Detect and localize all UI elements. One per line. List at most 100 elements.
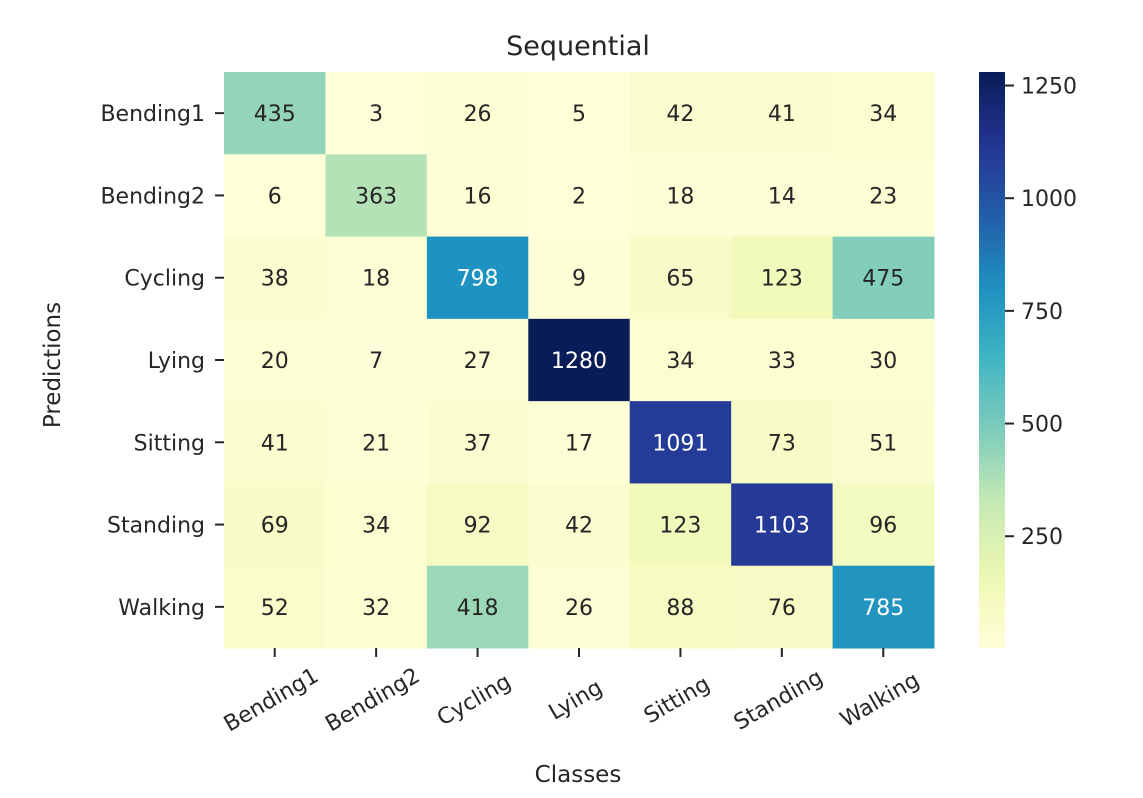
y-tick-label: Walking [118, 596, 205, 621]
cell-value-label: 475 [862, 267, 904, 292]
cell-value-label: 32 [362, 596, 390, 621]
cell-value-label: 73 [768, 431, 796, 456]
x-tick-label: Cycling [433, 669, 515, 731]
cell-value-label: 363 [355, 184, 397, 209]
cell-value-label: 418 [457, 596, 499, 621]
heatmap-cell [224, 72, 326, 155]
colorbar-gradient [979, 72, 1005, 648]
cell-value-label: 2 [572, 184, 586, 209]
heatmap-cell [426, 318, 529, 402]
cell-value-label: 52 [261, 596, 289, 621]
heatmap-cell [832, 236, 935, 320]
cell-value-label: 65 [666, 267, 694, 292]
cell-value-label: 9 [572, 267, 586, 292]
cell-value-label: 26 [464, 102, 492, 127]
x-tick-label: Bending2 [321, 663, 424, 737]
cell-value-label: 37 [464, 431, 492, 456]
heatmap-cell [528, 565, 631, 649]
cell-value-label: 16 [464, 184, 492, 209]
y-tick-label: Cycling [124, 267, 205, 292]
heatmap-cell [224, 483, 326, 567]
heatmap-cell [325, 236, 428, 320]
heatmap-cell [528, 318, 631, 402]
heatmap-cell [629, 154, 732, 238]
cell-value-label: 785 [862, 596, 904, 621]
cell-value-label: 76 [768, 596, 796, 621]
x-tick-label: Walking [836, 668, 924, 733]
heatmap-cell [832, 72, 935, 155]
heatmap-cell [731, 565, 834, 649]
cell-value-label: 88 [666, 596, 694, 621]
cell-value-label: 123 [761, 267, 803, 292]
x-tick-label: Standing [730, 665, 827, 736]
heatmap-cell [426, 565, 529, 649]
cell-value-label: 69 [261, 514, 289, 539]
cell-value-label: 5 [572, 102, 586, 127]
cell-value-label: 1091 [652, 431, 708, 456]
heatmap-cell [629, 318, 732, 402]
cell-value-label: 34 [869, 102, 897, 127]
y-tick-label: Sitting [134, 431, 205, 456]
heatmap-cell [426, 483, 529, 567]
heatmap-cell [325, 401, 428, 484]
cell-value-label: 34 [666, 349, 694, 374]
cell-value-label: 92 [464, 514, 492, 539]
cell-value-label: 30 [869, 349, 897, 374]
cell-value-label: 21 [362, 431, 390, 456]
heatmap-cell [731, 318, 834, 402]
cell-value-label: 27 [464, 349, 492, 374]
heatmap-cell [325, 565, 428, 649]
heatmap-cell [528, 154, 631, 238]
heatmap-cell [528, 236, 631, 320]
cell-value-label: 798 [457, 267, 499, 292]
heatmap-cell [731, 401, 834, 484]
heatmap-cell [224, 318, 326, 402]
cell-value-label: 1103 [754, 514, 810, 539]
heatmap-cell [629, 72, 732, 155]
y-tick-label: Bending2 [100, 184, 205, 209]
heatmap-cell [731, 483, 834, 567]
heatmap-cell [426, 236, 529, 320]
colorbar-tick-label: 1250 [1021, 75, 1077, 100]
heatmap-cell [224, 236, 326, 320]
heatmap-cell [325, 154, 428, 238]
heatmap-cell [528, 401, 631, 484]
heatmap-cell [731, 72, 834, 155]
cell-value-label: 51 [869, 431, 897, 456]
cell-value-label: 23 [869, 184, 897, 209]
cell-value-label: 20 [261, 349, 289, 374]
cell-value-label: 123 [659, 514, 701, 539]
heatmap-cell [629, 401, 732, 484]
heatmap-cell [629, 565, 732, 649]
heatmap-cell [426, 72, 529, 155]
colorbar: 250 500 750 1000 1250 [979, 72, 1077, 648]
x-tick-label: Lying [545, 675, 607, 725]
heatmap-cell [426, 401, 529, 484]
y-axis: Bending1 Bending2 Cycling Lying Sitting Stand… [100, 102, 224, 621]
cell-value-label: 26 [565, 596, 593, 621]
y-tick-label: Bending1 [100, 102, 205, 127]
heatmap-cell [528, 72, 631, 155]
cell-value-label: 6 [268, 184, 282, 209]
cell-value-label: 34 [362, 514, 390, 539]
y-tick-label: Standing [107, 514, 205, 539]
heatmap-cell [832, 483, 935, 567]
cell-value-label: 7 [369, 349, 383, 374]
heatmap-cell [325, 483, 428, 567]
heatmap-cell [224, 401, 326, 484]
colorbar-tick-label: 250 [1021, 525, 1063, 550]
cell-value-label: 435 [254, 102, 296, 127]
heatmap-cell [629, 236, 732, 320]
heatmap-cell [325, 72, 428, 155]
cell-value-label: 96 [869, 514, 897, 539]
cell-value-label: 3 [369, 102, 383, 127]
cell-value-label: 33 [768, 349, 796, 374]
colorbar-tick-label: 750 [1021, 300, 1063, 325]
cell-value-label: 38 [261, 267, 289, 292]
heatmap-cell [426, 154, 529, 238]
cell-value-label: 42 [565, 514, 593, 539]
heatmap-cell [629, 483, 732, 567]
